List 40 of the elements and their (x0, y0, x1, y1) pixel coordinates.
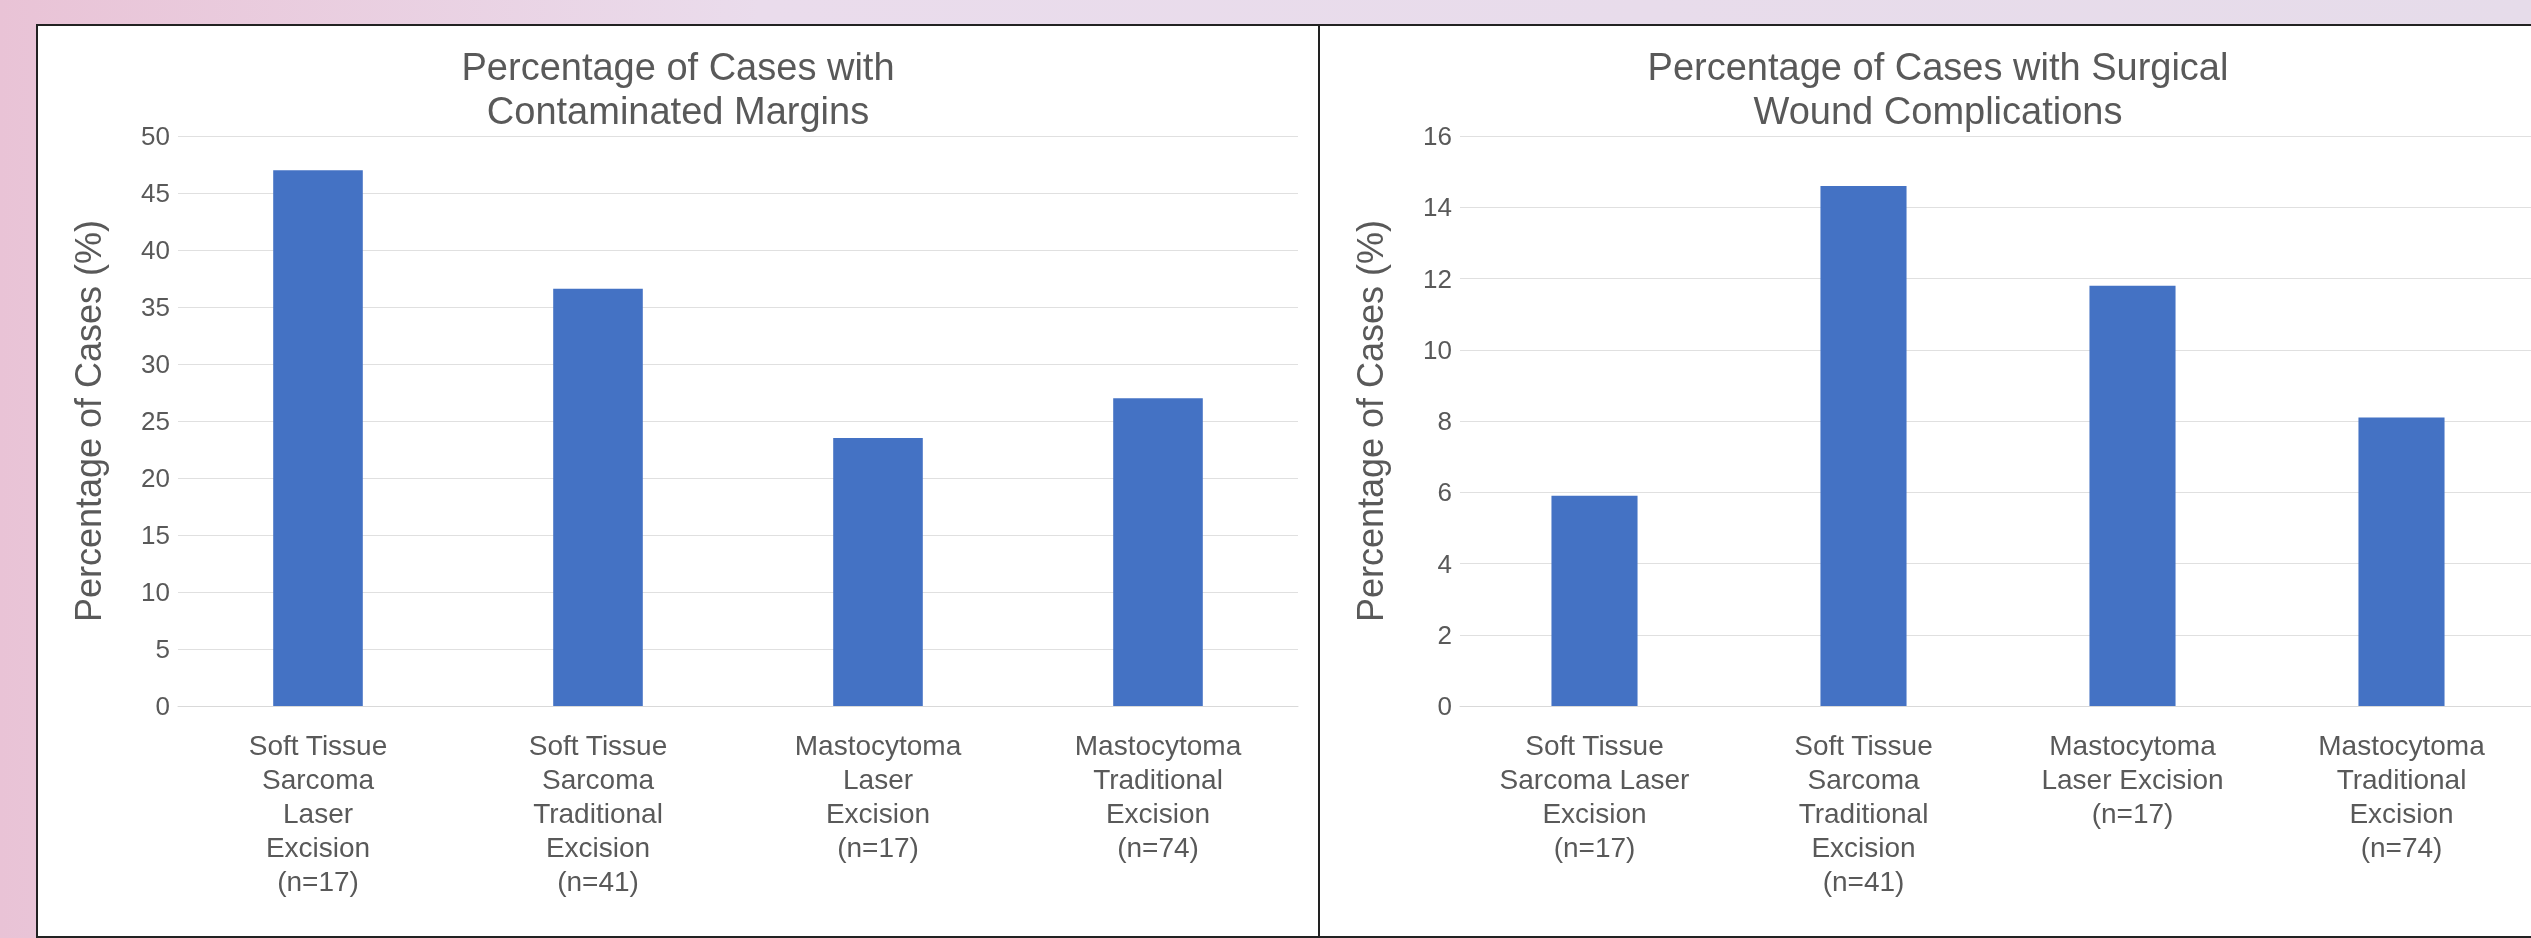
y-tick-label: 35 (141, 292, 170, 322)
y-tick-label: 25 (141, 406, 170, 436)
y-tick-label: 16 (1423, 121, 1452, 151)
bar (553, 288, 643, 706)
chart-title: Percentage of Cases with Contaminated Margins (461, 46, 895, 132)
y-tick-label: 6 (1437, 477, 1452, 508)
bar (1551, 495, 1638, 706)
y-tick-label: 15 (141, 520, 170, 550)
y-tick-label: 20 (141, 463, 170, 493)
y-axis-title: Percentage of Cases (%) (67, 219, 109, 623)
x-tick-label: Mastocytoma Laser Excision (n=17) (2041, 729, 2224, 829)
chart-title: Percentage of Cases with Surgical Wound Complications (1647, 46, 2229, 132)
x-tick-label: Mastocytoma Traditional Excision (n=74) (2318, 729, 2486, 863)
y-axis-title: Percentage of Cases (%) (1349, 219, 1391, 623)
y-tick-label: 50 (141, 121, 170, 151)
y-tick-label: 45 (141, 178, 170, 208)
bar (1113, 398, 1203, 706)
y-tick-label: 10 (1423, 334, 1452, 365)
bar (2089, 285, 2176, 706)
y-tick-label: 5 (155, 634, 170, 664)
bar (2358, 417, 2445, 706)
bar (833, 438, 923, 706)
bar (1820, 185, 1907, 706)
y-tick-label: 4 (1437, 548, 1452, 579)
bar (273, 170, 363, 706)
y-tick-label: 14 (1423, 192, 1452, 223)
x-tick-label: Soft Tissue Sarcoma Laser Excision (n=17) (1499, 729, 1690, 863)
y-tick-label: 10 (141, 577, 170, 607)
x-tick-label: Mastocytoma Traditional Excision (n=74) (1074, 729, 1242, 863)
x-tick-label: Soft Tissue Sarcoma Traditional Excision (n=41) (1794, 729, 1933, 897)
y-tick-label: 2 (1437, 619, 1452, 650)
y-tick-label: 30 (141, 349, 170, 379)
y-tick-label: 40 (141, 235, 170, 265)
y-tick-label: 0 (155, 691, 170, 721)
x-tick-label: Mastocytoma Laser Excision (n=17) (794, 729, 962, 863)
y-tick-label: 0 (1437, 691, 1452, 721)
x-tick-label: Soft Tissue Sarcoma Laser Excision (n=17) (248, 729, 388, 897)
y-tick-label: 12 (1423, 263, 1452, 294)
x-tick-label: Soft Tissue Sarcoma Traditional Excision (n=41) (528, 729, 668, 897)
y-tick-label: 8 (1437, 406, 1452, 436)
